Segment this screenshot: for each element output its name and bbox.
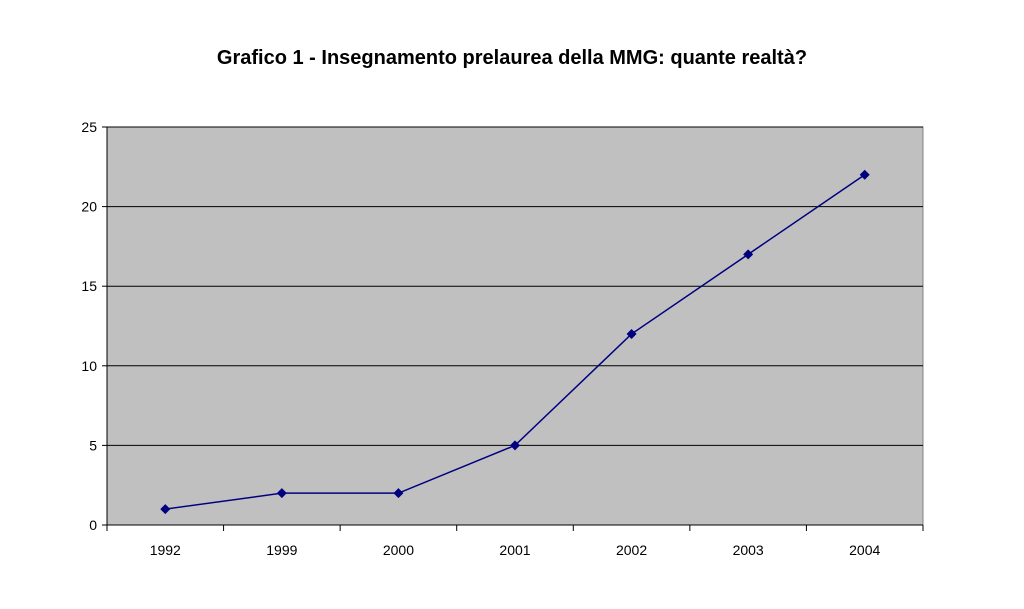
data-point: [393, 488, 404, 499]
data-point: [859, 169, 870, 180]
y-tick-label: 20: [81, 199, 97, 215]
data-point: [276, 488, 287, 499]
data-point: [510, 440, 520, 451]
x-tick-label: 2001: [499, 542, 530, 558]
x-tick-label: 2004: [849, 542, 880, 558]
x-tick-label: 2002: [616, 542, 647, 558]
y-tick-label: 25: [81, 119, 97, 135]
x-tick-label: 2000: [383, 542, 414, 558]
plot-area: [106, 126, 924, 526]
y-tick-label: 10: [81, 358, 97, 374]
y-tick-label: 5: [89, 437, 97, 453]
data-point: [743, 249, 754, 260]
data-point: [160, 504, 171, 515]
x-tick-label: 1999: [266, 542, 297, 558]
y-tick-label: 0: [89, 517, 97, 533]
data-point: [626, 328, 637, 339]
chart-title: Grafico 1 - Insegnamento prelaurea della…: [216, 47, 808, 69]
x-tick-label: 2003: [733, 542, 764, 558]
y-tick-label: 15: [81, 278, 97, 294]
x-tick-label: 1992: [150, 542, 181, 558]
